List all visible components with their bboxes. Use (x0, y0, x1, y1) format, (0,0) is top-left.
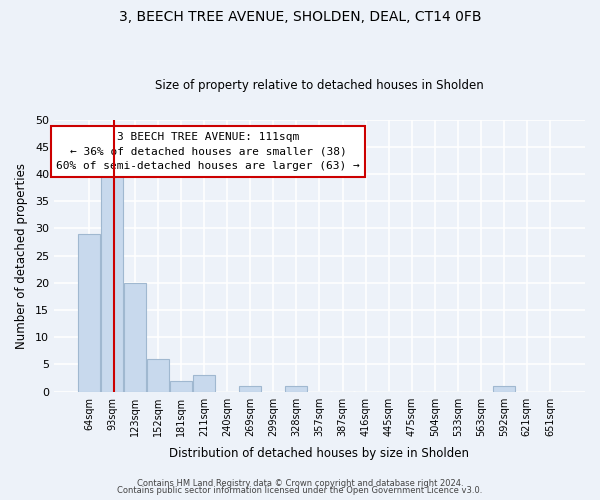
Bar (147, 359, 169, 392)
Bar (493, 386, 515, 392)
Bar (78, 234, 100, 392)
Text: Contains public sector information licensed under the Open Government Licence v3: Contains public sector information licen… (118, 486, 482, 495)
Bar (124, 283, 146, 392)
Bar (286, 386, 307, 392)
Bar (170, 381, 192, 392)
Bar (101, 163, 123, 392)
Y-axis label: Number of detached properties: Number of detached properties (15, 162, 28, 348)
Text: 3 BEECH TREE AVENUE: 111sqm
← 36% of detached houses are smaller (38)
60% of sem: 3 BEECH TREE AVENUE: 111sqm ← 36% of det… (56, 132, 360, 172)
Text: 3, BEECH TREE AVENUE, SHOLDEN, DEAL, CT14 0FB: 3, BEECH TREE AVENUE, SHOLDEN, DEAL, CT1… (119, 10, 481, 24)
X-axis label: Distribution of detached houses by size in Sholden: Distribution of detached houses by size … (169, 447, 469, 460)
Bar (239, 386, 261, 392)
Text: Contains HM Land Registry data © Crown copyright and database right 2024.: Contains HM Land Registry data © Crown c… (137, 478, 463, 488)
Title: Size of property relative to detached houses in Sholden: Size of property relative to detached ho… (155, 79, 484, 92)
Bar (193, 376, 215, 392)
